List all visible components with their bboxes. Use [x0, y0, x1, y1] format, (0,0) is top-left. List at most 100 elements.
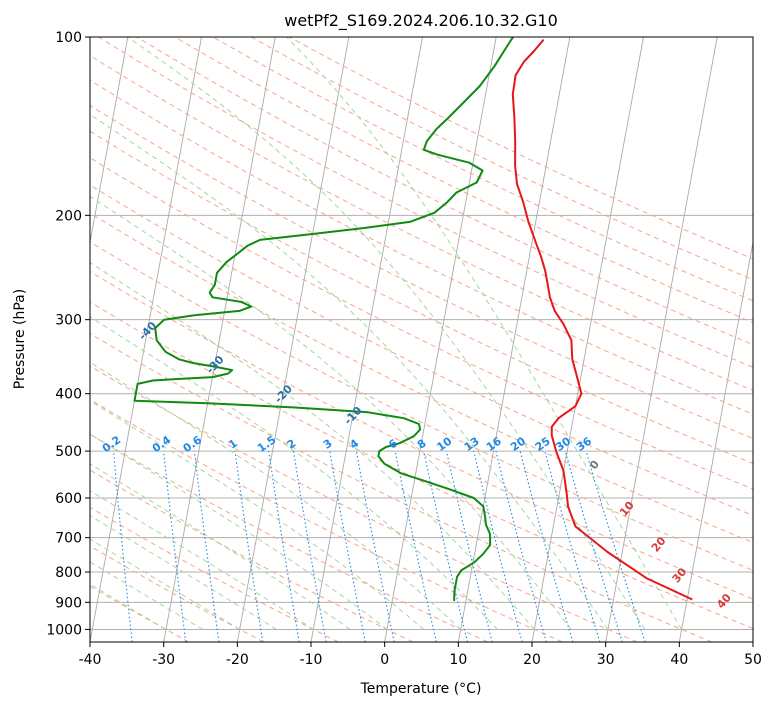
dry-adiabat-line — [90, 79, 753, 415]
dry-adiabat-line — [90, 301, 753, 630]
isotherm-line — [90, 37, 129, 245]
y-tick-label: 800 — [55, 565, 82, 581]
moist-adiabat-line — [90, 195, 572, 630]
dry-adiabat-line — [90, 585, 190, 642]
moist-adiabat-label: 30 — [670, 565, 690, 585]
plot-frame — [89, 36, 754, 643]
moist-adiabat-label: 40 — [714, 591, 734, 611]
mixing-ratio-line — [113, 451, 133, 642]
mixing-ratio-line — [193, 451, 220, 642]
mixing-ratio-line — [564, 450, 623, 642]
x-axis-label: Temperature (°C) — [360, 681, 482, 697]
mixing-ratio-line — [163, 451, 187, 642]
y-axis-label: Pressure (hPa) — [12, 289, 28, 389]
moist-adiabat-line — [90, 400, 425, 630]
x-tick-label: -30 — [152, 652, 175, 668]
dry-adiabat-label: -60 — [6, 227, 29, 251]
mixing-ratio-label: 2 — [285, 437, 299, 452]
isotherm-line — [90, 37, 202, 642]
x-tick-label: -20 — [226, 652, 249, 668]
dry-adiabat-line — [90, 55, 753, 392]
mixing-ratio-line — [423, 450, 469, 642]
y-tick-label: 200 — [55, 208, 82, 224]
y-tick-label: 600 — [55, 491, 82, 507]
moist-adiabat-line — [90, 561, 204, 630]
y-tick-label: 500 — [55, 444, 82, 460]
isotherm-line — [457, 37, 571, 642]
dry-adiabat-line — [90, 212, 753, 544]
moist-adiabat-label: 10 — [617, 499, 637, 519]
dry-adiabat-line — [90, 157, 753, 490]
isotherm-line — [752, 639, 753, 642]
moist-adiabat-line — [90, 113, 609, 630]
mixing-ratio-label: 0.6 — [181, 433, 205, 455]
mixing-ratio-line — [585, 450, 646, 642]
isotherm-line — [236, 37, 350, 642]
dry-adiabat-label: -30 — [204, 353, 227, 377]
moist-adiabat-line — [90, 316, 498, 630]
chart-title: wetPf2_S169.2024.206.10.32.G10 — [284, 11, 558, 31]
x-tick-label: -10 — [300, 652, 323, 668]
moist-adiabat-line — [90, 262, 535, 630]
dry-adiabat-line — [90, 506, 339, 642]
temperature-profile-line — [511, 38, 693, 601]
dry-adiabat-line — [90, 433, 488, 642]
mixing-ratio-line — [234, 451, 264, 642]
moist-adiabat-line — [90, 583, 167, 630]
y-tick-label: 400 — [55, 387, 82, 403]
mixing-ratio-label: 1 — [226, 437, 240, 452]
mixing-ratio-label: 3 — [321, 437, 335, 452]
x-tick-label: 30 — [597, 652, 615, 668]
dewpoint-profile-line — [133, 37, 514, 601]
mixing-ratio-line — [355, 450, 395, 642]
axes: -40 -30 -20 -10 0 10 20 30 40 5010020030040050060… — [46, 30, 762, 668]
x-tick-label: 0 — [380, 652, 389, 668]
dry-adiabat-line — [90, 241, 753, 571]
mixing-ratio-line — [544, 450, 601, 642]
x-tick-label: 20 — [523, 652, 541, 668]
y-tick-label: 1000 — [46, 622, 82, 638]
mixing-ratio-label: 4 — [347, 437, 361, 452]
dry-adiabat-line — [90, 365, 638, 642]
y-tick-label: 900 — [55, 595, 82, 611]
moist-adiabat-line — [127, 37, 646, 630]
dry-adiabat-line — [90, 398, 563, 642]
isotherm-line — [605, 37, 718, 642]
dry-adiabat-line — [90, 270, 753, 600]
moist-adiabat-line — [286, 37, 683, 630]
dry-adiabat-line — [136, 37, 753, 346]
y-tick-label: 100 — [55, 30, 82, 46]
isotherm-line — [310, 37, 423, 642]
x-tick-label: 40 — [670, 652, 688, 668]
y-tick-label: 300 — [55, 313, 82, 329]
y-tick-label: 700 — [55, 531, 82, 547]
isotherm-line — [163, 37, 276, 642]
dry-adiabat-label: -10 — [342, 404, 365, 428]
mixing-ratio-label: 8 — [415, 437, 429, 452]
moist-adiabat-line — [90, 361, 461, 630]
isotherm-line — [531, 37, 644, 642]
x-tick-label: -40 — [79, 652, 102, 668]
mixing-ratio-line — [519, 450, 574, 642]
moist-adiabat-line — [90, 538, 240, 630]
moist-adiabat-label: 0 — [587, 458, 602, 472]
dry-adiabat-line — [90, 545, 264, 642]
dry-adiabat-label: -50 — [71, 274, 94, 298]
mixing-ratio-line — [268, 451, 300, 642]
mixing-ratio-label: 0.4 — [150, 433, 174, 455]
moist-adiabat-line — [90, 463, 351, 630]
x-tick-label: 50 — [744, 652, 762, 668]
x-tick-label: 10 — [449, 652, 467, 668]
dry-adiabat-line — [212, 37, 753, 302]
mixing-ratio-line — [445, 450, 493, 642]
mixing-ratio-line — [495, 450, 547, 642]
mixing-ratio-line — [329, 451, 366, 642]
mixing-ratio-line — [292, 451, 327, 642]
dry-adiabat-line — [289, 37, 753, 260]
isotherm-line — [384, 37, 497, 642]
dry-adiabat-line — [90, 104, 753, 440]
mixing-ratio-line — [394, 450, 437, 642]
isotherm-line — [678, 239, 753, 642]
profiles — [133, 37, 693, 601]
